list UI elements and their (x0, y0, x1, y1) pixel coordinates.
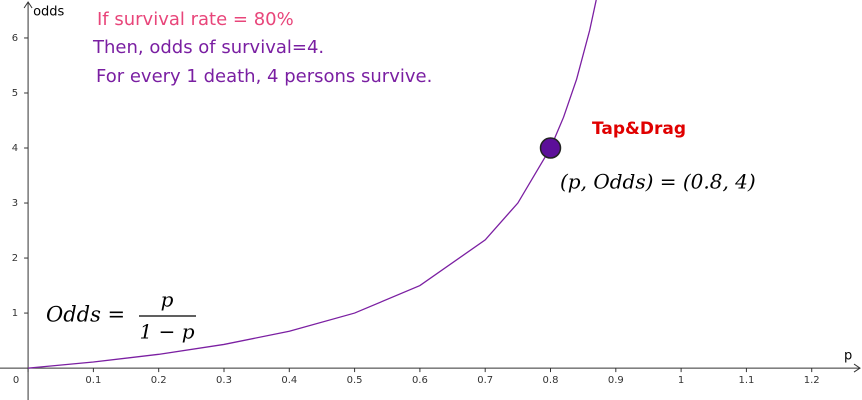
y-tick-label: 6 (12, 33, 18, 44)
y-tick-label: 4 (12, 143, 18, 154)
x-tick-label: 0.5 (347, 375, 363, 386)
x-tick-label: 0 (13, 375, 19, 386)
curve (28, 0, 597, 369)
x-tick-label: 0.1 (85, 375, 101, 386)
annotation: For every 1 death, 4 persons survive. (96, 66, 432, 87)
x-tick-label: 0.7 (477, 375, 493, 386)
annotation: If survival rate = 80% (97, 9, 294, 30)
y-axis-arrow (23, 1, 33, 9)
x-axis-arrow (853, 363, 861, 373)
drag-hint[interactable]: Tap&Drag (592, 119, 686, 139)
x-tick-label: 1.2 (804, 375, 820, 386)
y-tick-label: 2 (12, 253, 18, 264)
x-tick-label: 0.9 (608, 375, 624, 386)
formula-lhs: Odds = (46, 303, 125, 327)
point-label: (p, Odds) = (0.8, 4) (560, 170, 756, 194)
x-tick-label: 0.3 (216, 375, 232, 386)
formula-denominator: 1 − p (140, 320, 195, 344)
x-tick-label: 0.4 (281, 375, 297, 386)
formula-numerator: p (161, 288, 174, 312)
y-tick-label: 5 (12, 88, 18, 99)
drag-point[interactable] (539, 137, 562, 159)
y-tick-label: 3 (12, 198, 18, 209)
x-axis-label: p (844, 349, 852, 364)
y-tick-label: 1 (12, 308, 18, 319)
x-tick-label: 1.1 (738, 375, 754, 386)
annotation: Then, odds of survival=4. (92, 37, 324, 58)
x-tick-label: 0.2 (151, 375, 167, 386)
x-tick-label: 0.6 (412, 375, 428, 386)
x-tick-label: 1 (678, 375, 684, 386)
y-axis-label: odds (33, 5, 64, 20)
x-tick-label: 0.8 (543, 375, 559, 386)
